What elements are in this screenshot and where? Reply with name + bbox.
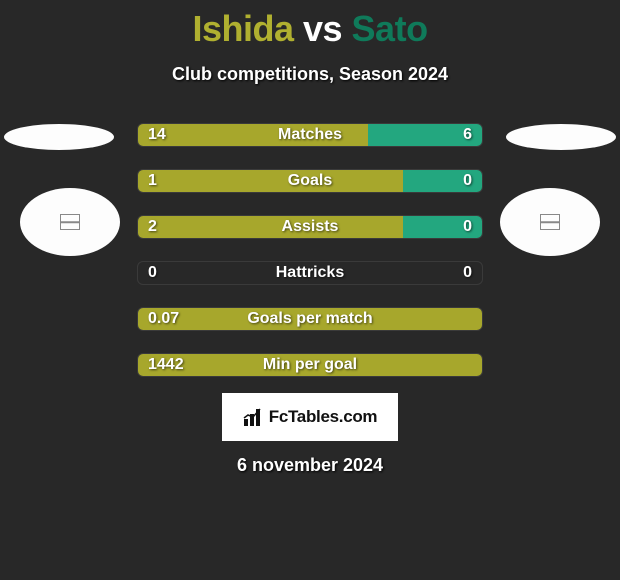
stat-label: Goals [138, 170, 482, 192]
stat-row: 00Hattricks [137, 261, 483, 285]
stat-label: Goals per match [138, 308, 482, 330]
stat-row: 0.07Goals per match [137, 307, 483, 331]
player1-name: Ishida [192, 8, 293, 49]
player1-ellipse [4, 124, 114, 150]
logo-icon [243, 407, 265, 427]
stats-bars: 146Matches 10Goals 20Assists 00Hattricks 0.0… [137, 123, 483, 377]
stat-row: 146Matches [137, 123, 483, 147]
stat-row: 1442Min per goal [137, 353, 483, 377]
stat-label: Assists [138, 216, 482, 238]
page-title: Ishida vs Sato [0, 0, 620, 50]
date-text: 6 november 2024 [0, 455, 620, 476]
subtitle: Club competitions, Season 2024 [0, 64, 620, 85]
logo-text: FcTables.com [269, 407, 378, 427]
placeholder-icon [540, 214, 560, 230]
logo: FcTables.com [243, 407, 378, 427]
player2-name: Sato [352, 8, 428, 49]
vs-text: vs [303, 8, 342, 49]
stat-row: 20Assists [137, 215, 483, 239]
logo-box: FcTables.com [222, 393, 398, 441]
placeholder-icon [60, 214, 80, 230]
stat-row: 10Goals [137, 169, 483, 193]
player2-ellipse [506, 124, 616, 150]
stat-label: Hattricks [138, 262, 482, 284]
player2-avatar [500, 188, 600, 256]
stat-label: Matches [138, 124, 482, 146]
stat-label: Min per goal [138, 354, 482, 376]
player1-avatar [20, 188, 120, 256]
